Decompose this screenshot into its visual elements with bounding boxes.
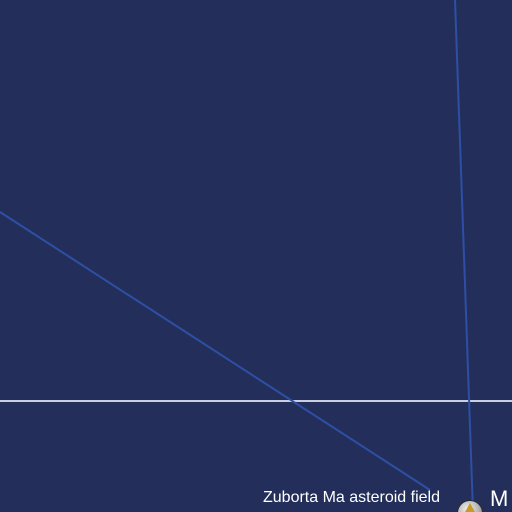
asteroid-field-label: Zuborta Ma asteroid field xyxy=(263,489,440,506)
asteroid-field-marker[interactable] xyxy=(458,501,482,512)
vertical-route-line xyxy=(454,0,474,512)
diagonal-route-line xyxy=(0,211,431,491)
location-label: M xyxy=(490,486,509,511)
asteroid-field-icon xyxy=(465,503,475,512)
